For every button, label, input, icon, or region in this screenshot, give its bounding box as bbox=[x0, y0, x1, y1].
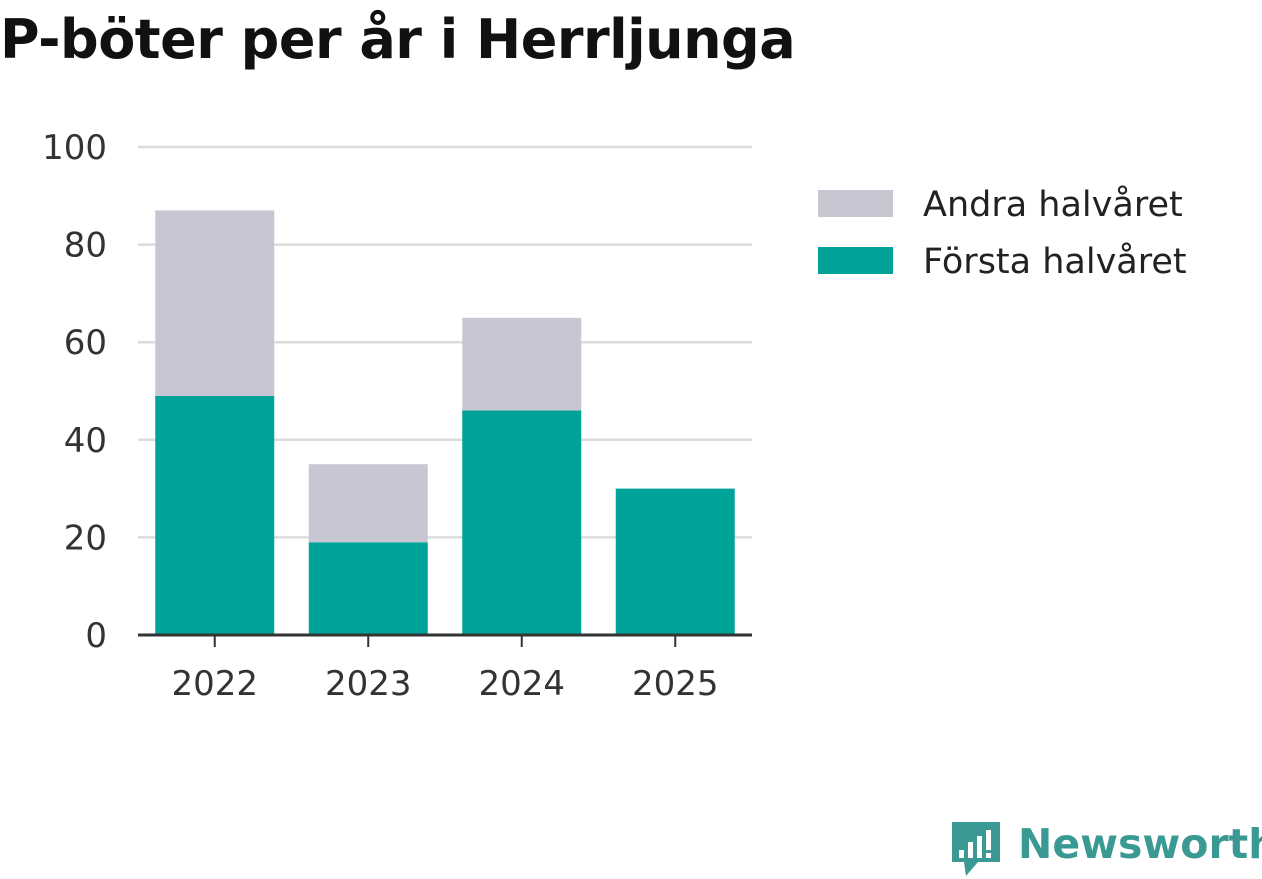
legend-swatch bbox=[818, 190, 893, 217]
legend-label: Andra halvåret bbox=[923, 184, 1183, 225]
legend-label: Första halvåret bbox=[923, 241, 1187, 282]
bar-2024-series-0 bbox=[462, 410, 582, 635]
chart-title: P-böter per år i Herrljunga bbox=[0, 8, 796, 71]
x-tick-label: 2022 bbox=[171, 664, 258, 704]
legend: Andra halvåret Första halvåret bbox=[818, 184, 1187, 282]
newsworthy-wordmark: Newsworthy bbox=[1018, 820, 1262, 868]
bar-2022-series-0 bbox=[155, 395, 275, 635]
legend-swatch bbox=[818, 247, 893, 274]
x-axis: 2022 2023 2024 2025 bbox=[138, 633, 752, 704]
y-tick-label: 80 bbox=[64, 226, 107, 266]
y-tick-label: 20 bbox=[64, 518, 107, 558]
y-tick-label: 60 bbox=[64, 323, 107, 363]
bar-2022-series-1 bbox=[155, 210, 275, 396]
bar-2024-series-1 bbox=[462, 317, 582, 411]
y-tick-label: 40 bbox=[64, 421, 107, 461]
y-tick-label: 0 bbox=[85, 616, 107, 656]
y-axis: 0 20 40 60 80 100 bbox=[42, 128, 107, 656]
bar-2023-series-1 bbox=[308, 464, 428, 543]
bars bbox=[155, 210, 735, 635]
newsworthy-icon bbox=[952, 822, 1000, 876]
x-tick-label: 2023 bbox=[325, 664, 412, 704]
bar-2025-series-0 bbox=[615, 488, 735, 635]
x-tick-label: 2024 bbox=[478, 664, 565, 704]
y-tick-label: 100 bbox=[42, 128, 107, 168]
bar-2023-series-0 bbox=[308, 542, 428, 635]
x-tick-label: 2025 bbox=[632, 664, 719, 704]
newsworthy-logo: Newsworthy bbox=[952, 820, 1262, 876]
